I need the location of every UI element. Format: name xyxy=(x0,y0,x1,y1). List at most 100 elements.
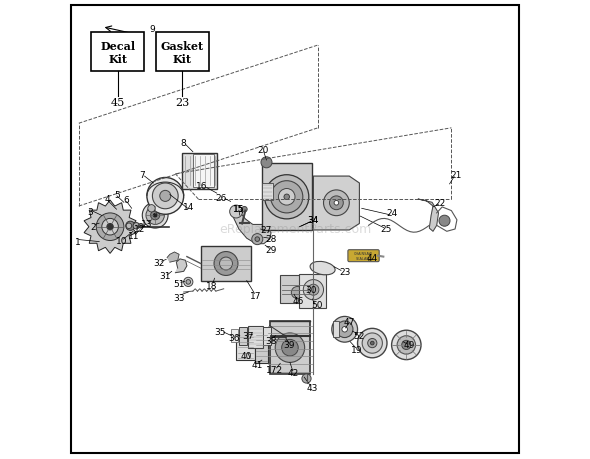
Text: 22: 22 xyxy=(434,198,445,207)
Text: 26: 26 xyxy=(216,194,227,203)
Circle shape xyxy=(397,336,415,354)
Circle shape xyxy=(219,257,232,270)
Circle shape xyxy=(323,190,349,216)
Bar xyxy=(236,335,254,360)
Text: 40: 40 xyxy=(241,351,253,360)
Text: 24: 24 xyxy=(386,209,397,218)
Circle shape xyxy=(303,280,323,300)
Text: 49: 49 xyxy=(404,341,415,350)
Text: 16: 16 xyxy=(196,181,208,190)
Circle shape xyxy=(107,224,113,230)
Text: 52: 52 xyxy=(353,331,364,341)
Text: 1: 1 xyxy=(75,237,81,246)
Text: 10: 10 xyxy=(116,236,127,246)
Circle shape xyxy=(265,175,309,219)
Text: 12: 12 xyxy=(135,225,146,234)
Circle shape xyxy=(255,237,260,242)
Bar xyxy=(299,274,326,308)
Text: 4: 4 xyxy=(105,195,110,204)
Text: 21: 21 xyxy=(450,171,462,180)
Text: 30: 30 xyxy=(306,285,317,295)
Text: 27: 27 xyxy=(261,226,272,235)
Text: eReplacementParts.com: eReplacementParts.com xyxy=(219,223,371,236)
Text: 46: 46 xyxy=(293,296,304,305)
Text: 37: 37 xyxy=(242,331,254,341)
Text: 9: 9 xyxy=(149,25,155,34)
Text: 43: 43 xyxy=(307,383,318,392)
Circle shape xyxy=(139,224,143,229)
Text: 50: 50 xyxy=(312,301,323,310)
Circle shape xyxy=(329,196,343,210)
Circle shape xyxy=(332,317,358,342)
Text: CHAINSAW
SEALANT: CHAINSAW SEALANT xyxy=(354,252,373,260)
Circle shape xyxy=(183,278,193,287)
Circle shape xyxy=(142,203,168,229)
Text: Decal
Kit: Decal Kit xyxy=(100,41,136,65)
Circle shape xyxy=(230,206,242,218)
Bar xyxy=(333,322,339,337)
Bar xyxy=(248,326,263,348)
Text: 38: 38 xyxy=(266,336,277,345)
Text: 11: 11 xyxy=(128,232,140,241)
Circle shape xyxy=(126,222,135,231)
Text: 13: 13 xyxy=(141,219,153,228)
Text: 36: 36 xyxy=(228,333,240,342)
Text: 39: 39 xyxy=(284,341,295,350)
Circle shape xyxy=(342,327,348,332)
Circle shape xyxy=(96,213,124,241)
Text: 14: 14 xyxy=(182,203,194,212)
Text: 3: 3 xyxy=(87,208,93,217)
Text: 28: 28 xyxy=(266,234,277,243)
Text: 51: 51 xyxy=(173,279,185,288)
Text: 44: 44 xyxy=(366,253,378,263)
Bar xyxy=(231,330,238,342)
Circle shape xyxy=(152,184,178,209)
Bar xyxy=(182,153,217,189)
Circle shape xyxy=(358,329,387,358)
Circle shape xyxy=(126,224,132,229)
Text: 18: 18 xyxy=(205,281,217,290)
Text: 35: 35 xyxy=(215,327,226,336)
Circle shape xyxy=(252,234,263,245)
Text: 23: 23 xyxy=(339,267,350,276)
Text: 23: 23 xyxy=(175,98,189,108)
Text: 31: 31 xyxy=(159,272,171,281)
Text: 6: 6 xyxy=(124,195,130,204)
Circle shape xyxy=(146,207,165,225)
FancyBboxPatch shape xyxy=(156,34,209,73)
Polygon shape xyxy=(175,259,187,273)
Circle shape xyxy=(102,219,119,235)
Circle shape xyxy=(334,201,339,206)
Polygon shape xyxy=(167,252,179,263)
FancyBboxPatch shape xyxy=(348,250,379,262)
Text: 2: 2 xyxy=(91,222,96,231)
Circle shape xyxy=(308,285,319,296)
Circle shape xyxy=(160,191,171,202)
Polygon shape xyxy=(231,211,271,244)
Circle shape xyxy=(186,280,191,285)
Circle shape xyxy=(284,195,290,200)
Text: 33: 33 xyxy=(173,293,185,302)
Text: 20: 20 xyxy=(257,146,268,155)
Text: 41: 41 xyxy=(251,360,263,369)
Bar xyxy=(280,275,312,303)
Circle shape xyxy=(150,211,160,220)
Text: 34: 34 xyxy=(307,216,318,225)
Circle shape xyxy=(153,214,157,218)
Circle shape xyxy=(336,321,353,338)
Text: 45: 45 xyxy=(111,98,125,108)
FancyBboxPatch shape xyxy=(91,34,145,73)
Circle shape xyxy=(402,341,411,350)
Text: 8: 8 xyxy=(181,139,186,148)
Text: Gasket
Kit: Gasket Kit xyxy=(160,41,204,65)
Circle shape xyxy=(133,223,139,230)
Circle shape xyxy=(291,287,303,299)
Bar xyxy=(255,332,268,364)
Bar xyxy=(193,155,214,187)
Circle shape xyxy=(148,205,155,213)
Circle shape xyxy=(362,333,382,353)
Text: 19: 19 xyxy=(352,345,363,354)
Circle shape xyxy=(281,340,298,356)
Circle shape xyxy=(242,207,247,213)
Text: 29: 29 xyxy=(266,246,277,255)
